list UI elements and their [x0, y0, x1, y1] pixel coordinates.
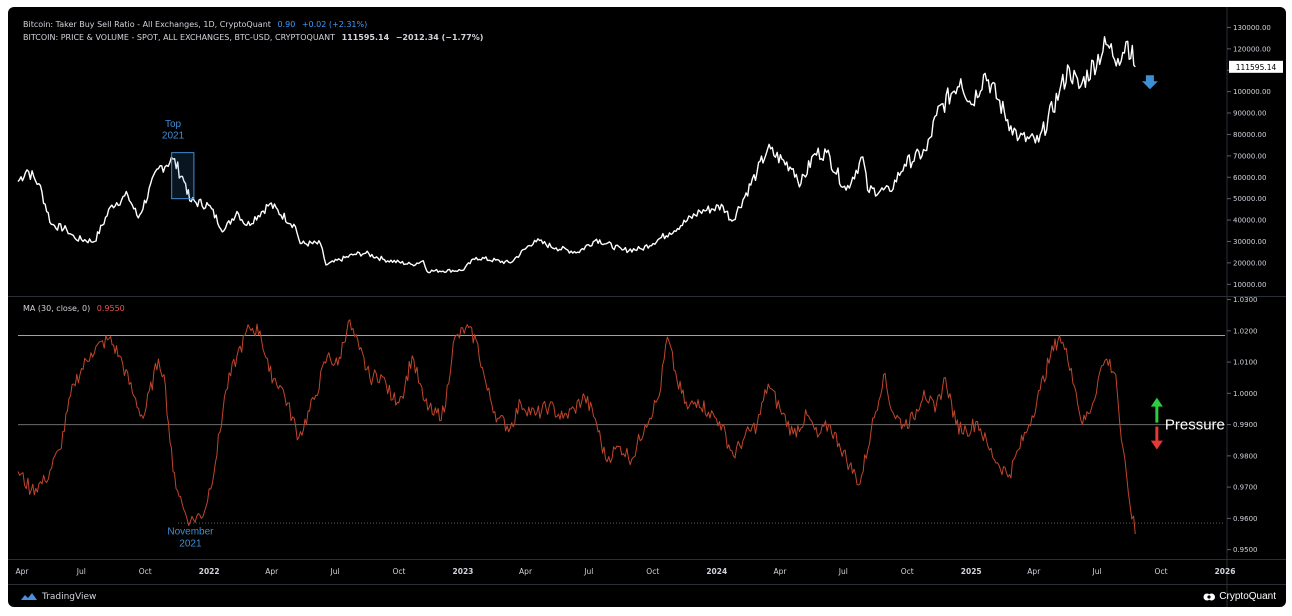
ma-y-tick-label: 1.0200 — [1233, 327, 1258, 335]
x-tick-label: Jul — [838, 567, 848, 576]
legend-price-value: 111595.14 — [341, 33, 390, 42]
tradingview-logo-icon — [21, 593, 37, 600]
pressure-up-head — [1150, 397, 1163, 407]
legend-ratio-label: Bitcoin: Taker Buy Sell Ratio - All Exch… — [23, 20, 271, 29]
price-y-tick-label: 80000.00 — [1233, 131, 1266, 139]
ma-y-tick-label: 0.9600 — [1233, 515, 1258, 523]
x-tick-label: Oct — [646, 567, 659, 576]
price-y-tick-label: 70000.00 — [1233, 152, 1266, 160]
cryptoquant-label: CryptoQuant — [1219, 591, 1276, 602]
x-tick-label: 2025 — [961, 567, 982, 576]
tradingview-brand[interactable]: TradingView — [20, 592, 96, 602]
x-tick-label: Jul — [583, 567, 593, 576]
price-y-tick-label: 90000.00 — [1233, 110, 1266, 118]
price-y-tick-label: 130000.00 — [1233, 24, 1271, 32]
x-tick-label: Oct — [393, 567, 406, 576]
down-arrow-icon — [1141, 75, 1158, 90]
ma-y-tick-label: 0.9700 — [1233, 484, 1258, 492]
price-badge-label: 111595.14 — [1236, 63, 1277, 72]
price-legend-line2: BITCOIN: PRICE & VOLUME - SPOT, ALL EXCH… — [23, 33, 483, 42]
ma-y-tick-label: 0.9900 — [1233, 421, 1258, 429]
pressure-up-shaft — [1155, 404, 1159, 423]
x-tick-label: Apr — [774, 567, 788, 576]
pressure-label: Pressure — [1165, 417, 1225, 434]
cryptoquant-brand[interactable]: CryptoQuant — [1203, 591, 1276, 602]
x-tick-label: Jul — [76, 567, 86, 576]
ma-y-tick-label: 0.9800 — [1233, 452, 1258, 460]
price-y-tick-label: 10000.00 — [1233, 281, 1266, 289]
ma-y-tick-label: 1.0300 — [1233, 296, 1258, 304]
x-tick-label: 2023 — [453, 567, 474, 576]
price-series-line — [17, 36, 1136, 274]
november-2021-label-line2: 2021 — [179, 538, 202, 549]
chart-frame: 130000.00120000.00110000.00100000.009000… — [8, 7, 1286, 607]
x-tick-label: Apr — [1027, 567, 1041, 576]
ma-y-tick-label: 0.9500 — [1233, 546, 1258, 554]
down-arrow-shape — [1141, 75, 1158, 90]
pressure-down-arrow-icon — [1150, 426, 1163, 450]
price-y-tick-label: 60000.00 — [1233, 174, 1266, 182]
x-tick-label: Apr — [519, 567, 533, 576]
top-2021-label-line2: 2021 — [162, 131, 185, 142]
top-2021-highlight-box — [171, 152, 195, 200]
ma-legend: MA (30, close, 0) 0.9550 — [23, 304, 125, 313]
legend-price-change: −2012.34 (−1.77%) — [395, 33, 484, 42]
price-y-tick-label: 40000.00 — [1233, 217, 1266, 225]
x-tick-label: 2026 — [1215, 567, 1236, 576]
x-tick-label: Oct — [139, 567, 152, 576]
price-badge-bg — [1229, 60, 1283, 73]
legend-ratio-change: +0.02 (+2.31%) — [301, 20, 368, 29]
legend-price-label: BITCOIN: PRICE & VOLUME - SPOT, ALL EXCH… — [23, 33, 336, 42]
price-y-tick-label: 100000.00 — [1233, 88, 1271, 96]
legend-ma-value: 0.9550 — [96, 304, 125, 313]
pressure-down-shaft — [1155, 426, 1159, 443]
top-2021-label-line1: Top — [165, 119, 182, 130]
pressure-down-head — [1150, 440, 1163, 450]
x-tick-label: Oct — [1155, 567, 1168, 576]
x-tick-label: 2024 — [706, 567, 727, 576]
x-tick-label: Apr — [16, 567, 30, 576]
price-y-tick-label: 30000.00 — [1233, 238, 1266, 246]
cryptoquant-logo-icon — [1203, 593, 1216, 600]
price-y-tick-label: 120000.00 — [1233, 45, 1271, 53]
chart-canvas[interactable]: 130000.00120000.00110000.00100000.009000… — [8, 7, 1286, 607]
ma-series-line — [17, 319, 1136, 535]
x-tick-label: Apr — [265, 567, 279, 576]
tradingview-label: TradingView — [42, 592, 97, 602]
price-y-tick-label: 50000.00 — [1233, 195, 1266, 203]
november-2021-label-line1: November — [167, 526, 214, 537]
pressure-up-arrow-icon — [1150, 397, 1163, 423]
ma-y-tick-label: 1.0100 — [1233, 359, 1258, 367]
x-tick-label: Jul — [330, 567, 340, 576]
price-legend-line1: Bitcoin: Taker Buy Sell Ratio - All Exch… — [23, 20, 367, 29]
x-tick-label: Oct — [901, 567, 914, 576]
x-tick-label: 2022 — [199, 567, 220, 576]
price-y-tick-label: 20000.00 — [1233, 259, 1266, 267]
legend-ma-label: MA (30, close, 0) — [23, 304, 91, 313]
ma-y-tick-label: 1.0000 — [1233, 390, 1258, 398]
legend-ratio-value: 0.90 — [277, 20, 296, 29]
x-tick-label: Jul — [1092, 567, 1102, 576]
